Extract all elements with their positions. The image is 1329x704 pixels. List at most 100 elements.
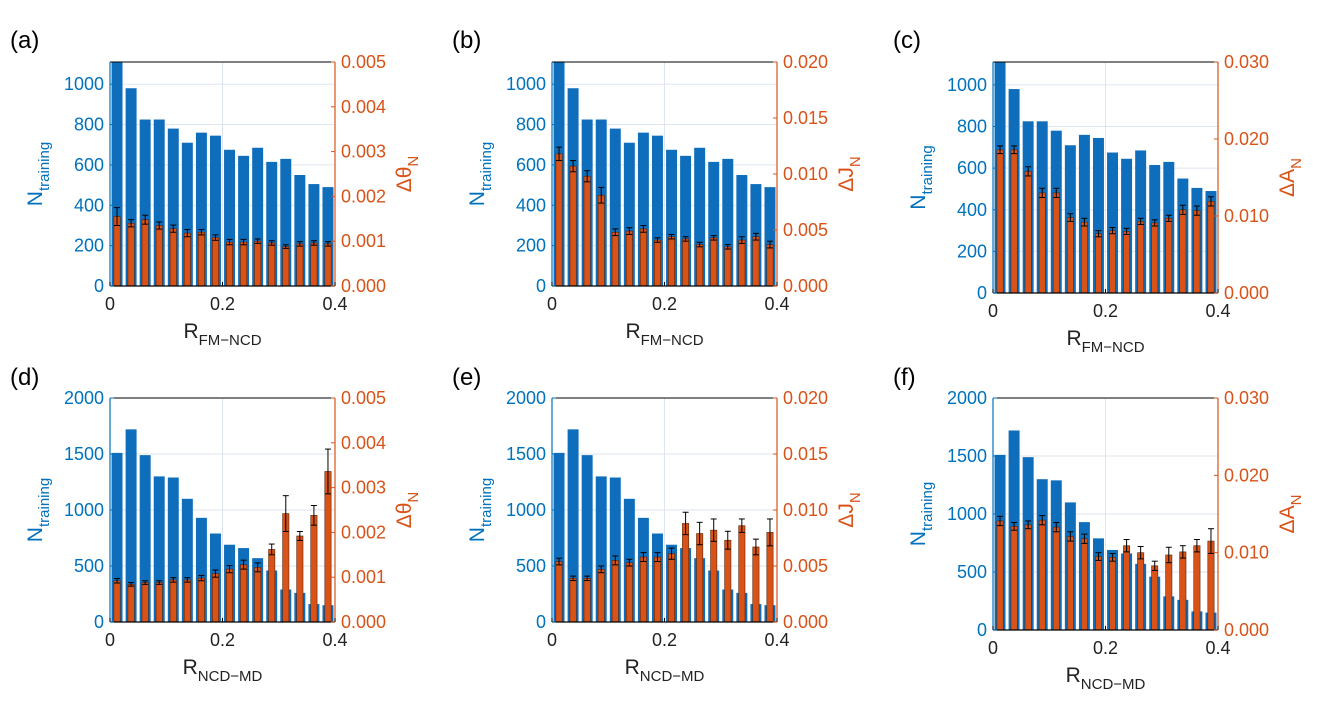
delta-bar xyxy=(197,231,205,287)
delta-bar xyxy=(710,237,718,287)
y-right-tick-label: 0.004 xyxy=(341,433,386,453)
delta-bar xyxy=(1080,221,1088,294)
delta-bar xyxy=(310,242,318,287)
delta-bar xyxy=(996,149,1004,294)
delta-bar xyxy=(569,578,577,623)
delta-bar xyxy=(1052,192,1060,294)
y-right-tick-label: 0.010 xyxy=(783,164,828,184)
y-right-tick-label: 0.000 xyxy=(783,612,828,632)
n-training-bar xyxy=(294,175,306,286)
y-right-tick-label: 0.020 xyxy=(783,52,828,72)
chart-panel-a: (a) 0 0.2 0.4 0 200 400 600 800 1000 0.000 0.001 0.0… xyxy=(10,27,422,349)
x-tick-label: 0 xyxy=(988,638,998,658)
panel-label: (a) xyxy=(10,27,39,54)
delta-bar xyxy=(1137,221,1145,294)
y-left-tick-label: 1500 xyxy=(64,444,104,464)
delta-bar xyxy=(1193,210,1201,294)
delta-bar xyxy=(1151,565,1159,631)
delta-bar xyxy=(639,228,647,287)
delta-bar xyxy=(1123,545,1131,631)
y-left-tick-label: 1000 xyxy=(947,75,987,95)
y-left-tick-label: 1000 xyxy=(506,74,546,94)
y-left-axis-label-sub: training xyxy=(36,478,53,527)
delta-bar xyxy=(738,239,746,287)
delta-bar xyxy=(212,573,219,623)
y-right-tick-label: 0.010 xyxy=(783,500,828,520)
y-right-tick-label: 0.003 xyxy=(341,478,386,498)
x-axis-label-sub: FM−NCD xyxy=(641,332,704,349)
n-training-bar xyxy=(609,128,621,286)
delta-bar xyxy=(197,577,205,623)
y-left-tick-label: 0 xyxy=(536,612,546,632)
y-left-tick-label: 600 xyxy=(957,158,987,178)
delta-bar xyxy=(555,561,563,623)
n-training-bar xyxy=(125,429,137,622)
delta-bar xyxy=(1109,230,1116,294)
delta-bar xyxy=(169,228,177,287)
y-left-tick-label: 0 xyxy=(94,276,104,296)
y-right-tick-label: 0.010 xyxy=(1224,543,1269,563)
y-left-tick-label: 0 xyxy=(977,620,987,640)
delta-bar xyxy=(1010,526,1018,631)
panel-label: (b) xyxy=(452,27,481,54)
x-axis-label: RNCD−MD xyxy=(183,656,263,685)
y-left-axis-label: Ntraining xyxy=(466,142,495,206)
delta-bar xyxy=(1066,536,1074,631)
x-axis-label-sub: NCD−MD xyxy=(1081,676,1146,693)
delta-bar xyxy=(1179,209,1187,294)
delta-bar xyxy=(155,225,163,287)
y-left-tick-label: 800 xyxy=(74,115,104,135)
x-axis-label: RNCD−MD xyxy=(625,656,705,685)
delta-bar xyxy=(1010,149,1018,294)
n-training-bar xyxy=(252,147,264,286)
delta-bar xyxy=(597,194,605,287)
y-right-axis-label-main: Δθ xyxy=(393,167,416,193)
n-training-bar xyxy=(139,119,151,286)
y-left-axis-label: Ntraining xyxy=(24,142,53,206)
y-left-tick-label: 200 xyxy=(74,236,104,256)
y-right-tick-label: 0.003 xyxy=(341,142,386,162)
delta-bar xyxy=(113,216,121,287)
delta-bar xyxy=(639,556,647,623)
y-right-axis-label-sub: N xyxy=(847,156,864,167)
delta-bar xyxy=(696,244,704,287)
y-left-tick-label: 1000 xyxy=(64,500,104,520)
y-left-axis-label: Ntraining xyxy=(907,145,936,209)
n-training-bar xyxy=(308,184,320,286)
delta-bar xyxy=(282,246,290,287)
delta-bar xyxy=(1165,218,1173,294)
delta-bar xyxy=(996,520,1004,631)
delta-bar xyxy=(141,582,149,623)
panel-label: (d) xyxy=(10,364,39,391)
delta-bar xyxy=(569,165,577,287)
n-training-bar xyxy=(694,147,706,286)
x-axis-label-sub: NCD−MD xyxy=(198,668,263,685)
chart-panel-f: (f) 0 0.2 0.4 0 500 1000 1500 2000 0.000 0.010 0.02… xyxy=(893,364,1305,693)
delta-bar xyxy=(141,219,149,287)
y-left-axis-label: Ntraining xyxy=(907,482,936,546)
x-axis-label-main: R xyxy=(625,320,640,343)
panel-label: (f) xyxy=(893,364,916,391)
delta-bar xyxy=(668,236,675,287)
delta-bar xyxy=(583,578,591,623)
y-right-axis-label-main: ΔJ xyxy=(835,167,858,192)
y-left-axis-label-sub: training xyxy=(478,142,495,191)
delta-bar xyxy=(296,243,304,287)
delta-bar xyxy=(696,533,704,623)
delta-bar xyxy=(254,567,262,623)
delta-bar xyxy=(296,535,304,623)
y-right-axis-label-sub: N xyxy=(1288,158,1305,169)
y-left-tick-label: 1000 xyxy=(947,504,987,524)
y-right-axis-label: ΔAN xyxy=(1276,495,1305,534)
delta-bar xyxy=(724,246,732,287)
y-right-tick-label: 0.020 xyxy=(1224,465,1269,485)
delta-bar xyxy=(682,238,690,287)
y-right-tick-label: 0.002 xyxy=(341,186,386,206)
y-right-tick-label: 0.030 xyxy=(1224,388,1269,408)
y-right-tick-label: 0.005 xyxy=(341,52,386,72)
delta-bar xyxy=(752,236,760,287)
x-axis-label-sub: FM−NCD xyxy=(1082,339,1145,356)
n-training-bar xyxy=(722,158,734,286)
x-tick-label: 0.2 xyxy=(652,294,677,314)
n-training-bar xyxy=(181,498,193,622)
